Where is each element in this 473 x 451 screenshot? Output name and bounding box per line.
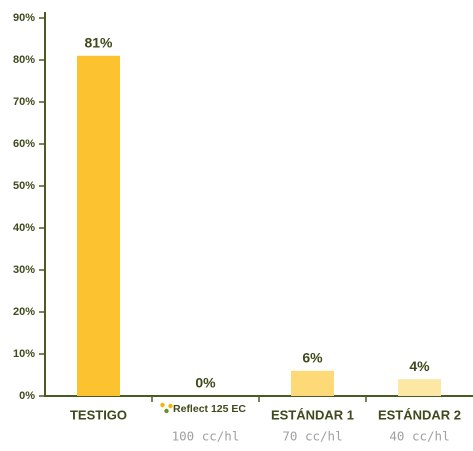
y-tick-label: 90% [13, 12, 35, 24]
x-tick-label: Reflect 125 EC [173, 403, 246, 415]
x-sublabel: 100 cc/hl [172, 429, 240, 444]
bar [291, 370, 334, 396]
y-tick-label: 30% [13, 264, 35, 276]
x-sublabel: 40 cc/hl [389, 429, 449, 444]
value-label: 0% [195, 375, 216, 391]
y-tick-label: 50% [13, 180, 35, 192]
value-label: 4% [409, 358, 430, 374]
brand-logo [160, 402, 173, 414]
bar [77, 55, 120, 397]
value-label: 81% [84, 35, 113, 51]
x-sublabel: 70 cc/hl [282, 429, 342, 444]
x-tick-label: ESTÁNDAR 2 [378, 407, 461, 422]
y-tick-label: 40% [13, 222, 35, 234]
logo-dot [160, 402, 165, 408]
y-tick-label: 20% [13, 306, 35, 318]
y-tick-label: 10% [13, 348, 35, 360]
value-label: 6% [302, 350, 323, 366]
logo-dot [168, 403, 173, 409]
y-tick-label: 80% [13, 54, 35, 66]
x-tick-label: ESTÁNDAR 1 [271, 407, 354, 422]
y-tick-label: 70% [13, 96, 35, 108]
y-tick-label: 0% [19, 390, 35, 402]
logo-dot [164, 408, 169, 414]
y-tick-label: 60% [13, 138, 35, 150]
x-tick-label: TESTIGO [70, 407, 127, 422]
bar [398, 379, 441, 396]
